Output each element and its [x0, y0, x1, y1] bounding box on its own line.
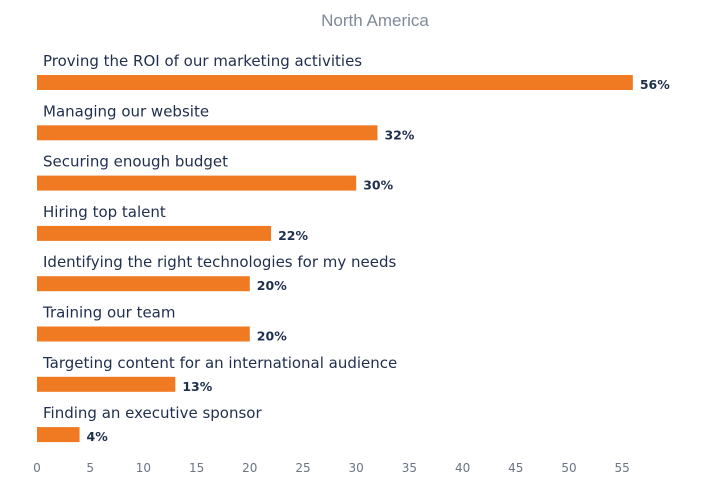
- bar: [37, 376, 176, 392]
- category-label: Identifying the right technologies for m…: [43, 253, 397, 271]
- bar: [37, 326, 250, 342]
- value-label: 32%: [384, 127, 414, 142]
- x-tick-label: 5: [86, 461, 94, 475]
- value-label: 13%: [182, 379, 212, 394]
- category-label: Managing our website: [43, 102, 209, 120]
- bar: [37, 427, 80, 443]
- bars-group: Proving the ROI of our marketing activit…: [37, 52, 670, 444]
- value-label: 4%: [87, 429, 109, 444]
- bar: [37, 125, 378, 141]
- x-tick-label: 55: [615, 461, 630, 475]
- value-label: 22%: [278, 228, 308, 243]
- category-label: Proving the ROI of our marketing activit…: [43, 52, 362, 70]
- chart-title: North America: [321, 11, 429, 30]
- x-tick-label: 35: [402, 461, 417, 475]
- value-label: 56%: [640, 77, 670, 92]
- category-label: Securing enough budget: [43, 153, 228, 171]
- bar: [37, 276, 250, 292]
- value-label: 30%: [363, 178, 393, 193]
- x-tick-label: 25: [295, 461, 310, 475]
- x-tick-label: 10: [136, 461, 151, 475]
- value-label: 20%: [257, 329, 287, 344]
- value-label: 20%: [257, 278, 287, 293]
- x-axis: 0 5 10 15 20 25 30 35 40 45 50 55: [33, 461, 630, 475]
- bar: [37, 75, 633, 90]
- category-label: Training our team: [42, 304, 176, 322]
- bar: [37, 225, 272, 241]
- x-tick-label: 20: [242, 461, 257, 475]
- x-tick-label: 30: [349, 461, 364, 475]
- category-label: Hiring top talent: [43, 203, 166, 221]
- x-tick-label: 50: [561, 461, 576, 475]
- x-tick-label: 45: [508, 461, 523, 475]
- x-tick-label: 40: [455, 461, 470, 475]
- x-tick-label: 15: [189, 461, 204, 475]
- category-label: Finding an executive sponsor: [43, 404, 262, 422]
- x-tick-label: 0: [33, 461, 41, 475]
- category-label: Targeting content for an international a…: [42, 354, 397, 372]
- bar: [37, 175, 357, 191]
